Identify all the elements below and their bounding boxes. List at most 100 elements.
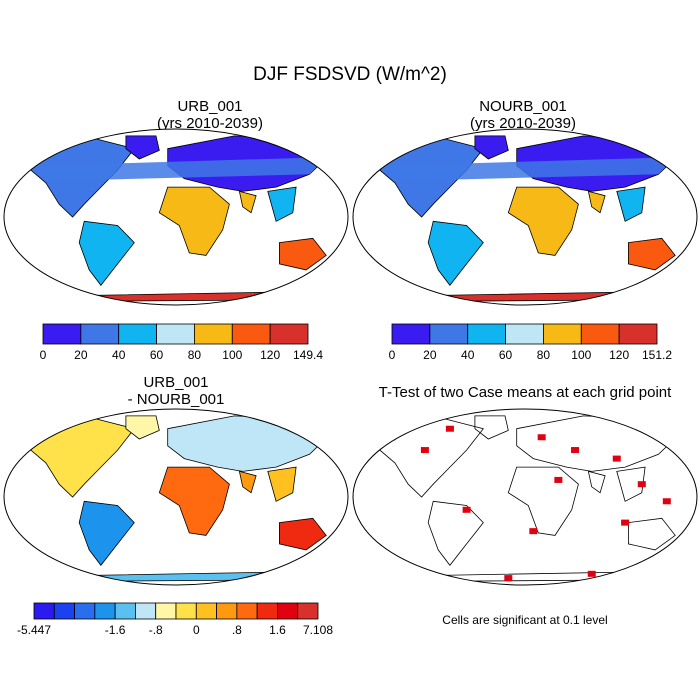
colorbar-swatch — [135, 602, 157, 620]
panel-title-urb: URB_001 (yrs 2010-2039) — [60, 98, 360, 132]
colorbar-swatch — [156, 323, 195, 345]
colorbar-swatch — [118, 323, 157, 345]
colorbar-tick-label: 7.108 — [302, 623, 334, 637]
colorbar-swatch — [429, 323, 469, 345]
landmass-gr-tl — [125, 135, 160, 160]
panel-title-ttest-line1: T-Test of two Case means at each grid po… — [378, 384, 672, 401]
colorbar-tick-label: 120 — [260, 348, 281, 362]
landmass-sea-bl — [267, 466, 297, 502]
colorbar-swatch — [236, 602, 258, 620]
colorbar-tick-label: 40 — [461, 348, 475, 362]
colorbar-tick-label: 120 — [609, 348, 630, 362]
landmass-gr-tr — [474, 135, 509, 160]
colorbar-tick-label: 0 — [388, 348, 396, 362]
significant-cell — [462, 506, 471, 513]
landmass-ind-br — [587, 470, 606, 494]
significant-cell — [612, 455, 621, 462]
colorbar-tick-label: 80 — [187, 348, 202, 362]
colorbar-tick-label: 151.2 — [641, 348, 673, 362]
colorbar-tick-label: 0 — [39, 348, 47, 362]
colorbar-swatch — [277, 602, 299, 620]
colorbar-swatch — [42, 323, 82, 345]
colorbar-tick-label: -.8 — [148, 623, 163, 637]
colorbar-swatch — [175, 602, 197, 620]
panel-title-diff: URB_001 - NOURB_001 — [26, 374, 326, 408]
map-border-tl — [3, 128, 349, 306]
landmass-sea-tl — [267, 186, 297, 222]
colorbar-tick-label: 1.6 — [269, 623, 286, 637]
landmass-au-br — [628, 517, 676, 551]
map-panel-tr — [352, 128, 698, 306]
panel-title-urb-line2: (yrs 2010-2039) — [157, 115, 263, 132]
colorbar-swatch — [33, 602, 55, 620]
map-border-tr — [352, 128, 698, 306]
colorbar-swatch — [53, 602, 75, 620]
landmass-af-br — [507, 466, 579, 536]
landmass-ind-tl — [238, 190, 257, 214]
colorbar-swatch — [505, 323, 544, 345]
band-midlat-tr — [383, 157, 676, 182]
panel-title-diff-line2: - NOURB_001 — [127, 391, 225, 408]
landmass-sa-tr — [427, 220, 484, 286]
map-panel-tl — [3, 128, 349, 306]
landmass-ind-bl — [238, 470, 257, 494]
landmass-sa-bl — [78, 500, 135, 566]
panel-title-ttest: T-Test of two Case means at each grid po… — [350, 384, 700, 401]
colorbar-swatch — [155, 602, 177, 620]
landmass-au-bl — [279, 517, 327, 551]
colorbar-tick-label: 80 — [536, 348, 551, 362]
landmass-sea-tr — [616, 186, 646, 222]
significant-cell — [420, 447, 429, 454]
colorbar-swatch — [467, 323, 506, 345]
colorbar-swatch — [618, 323, 658, 345]
band-midlat-tl — [34, 157, 327, 182]
landmass-sea-br — [616, 466, 646, 502]
panel-title-nourb: NOURB_001 (yrs 2010-2039) — [373, 98, 673, 132]
panel-title-nourb-line1: NOURB_001 — [479, 98, 567, 115]
colorbar-swatch — [297, 602, 319, 620]
colorbar-swatch — [580, 323, 620, 345]
colorbar-tick-label: -1.6 — [104, 623, 126, 637]
figure-title: DJF FSDSVD (W/m^2) — [253, 64, 447, 85]
landmass-au-tl — [279, 237, 327, 271]
colorbar-tick-label: 0 — [192, 623, 200, 637]
significant-cell — [554, 476, 563, 483]
colorbar-swatch — [216, 602, 238, 620]
colorbar-tick-label: -5.447 — [16, 623, 52, 637]
map-panel-br — [352, 408, 698, 586]
colorbar-tick-label: 20 — [74, 348, 88, 362]
significant-cell — [587, 570, 596, 577]
colorbar-swatch — [256, 602, 278, 620]
colorbar-swatch — [94, 602, 116, 620]
map-panel-bl — [3, 408, 349, 586]
landmass-af-tr — [507, 186, 579, 256]
colorbar-tick-label: 20 — [423, 348, 437, 362]
significant-cell — [445, 425, 454, 432]
significant-cell — [504, 575, 513, 582]
landmass-na-br — [365, 415, 484, 498]
significant-cell — [662, 498, 671, 505]
significant-cell — [529, 528, 538, 535]
colorbar-swatch — [74, 602, 96, 620]
colorbar-swatch — [543, 323, 582, 345]
significant-cell — [621, 519, 630, 526]
landmass-af-bl — [158, 466, 230, 536]
significance-note: Cells are significant at 0.1 level — [442, 613, 608, 627]
landmass-af-tl — [158, 186, 230, 256]
landmass-gr-br — [474, 415, 509, 440]
colorbar-tick-label: 60 — [498, 348, 513, 362]
colorbar-swatch — [195, 602, 217, 620]
panel-title-diff-line1: URB_001 — [143, 374, 209, 391]
significant-cell — [637, 481, 646, 488]
colorbar-swatch — [114, 602, 136, 620]
significant-cell — [571, 447, 580, 454]
colorbar-tick-label: 100 — [222, 348, 243, 362]
colorbar-swatch — [391, 323, 431, 345]
colorbar-swatch — [80, 323, 120, 345]
map-ocean-br — [353, 409, 697, 585]
colorbar-tick-label: .8 — [231, 623, 242, 637]
colorbar-tick-label: 60 — [149, 348, 164, 362]
panel-title-nourb-line2: (yrs 2010-2039) — [470, 115, 576, 132]
colorbar-swatch — [269, 323, 309, 345]
